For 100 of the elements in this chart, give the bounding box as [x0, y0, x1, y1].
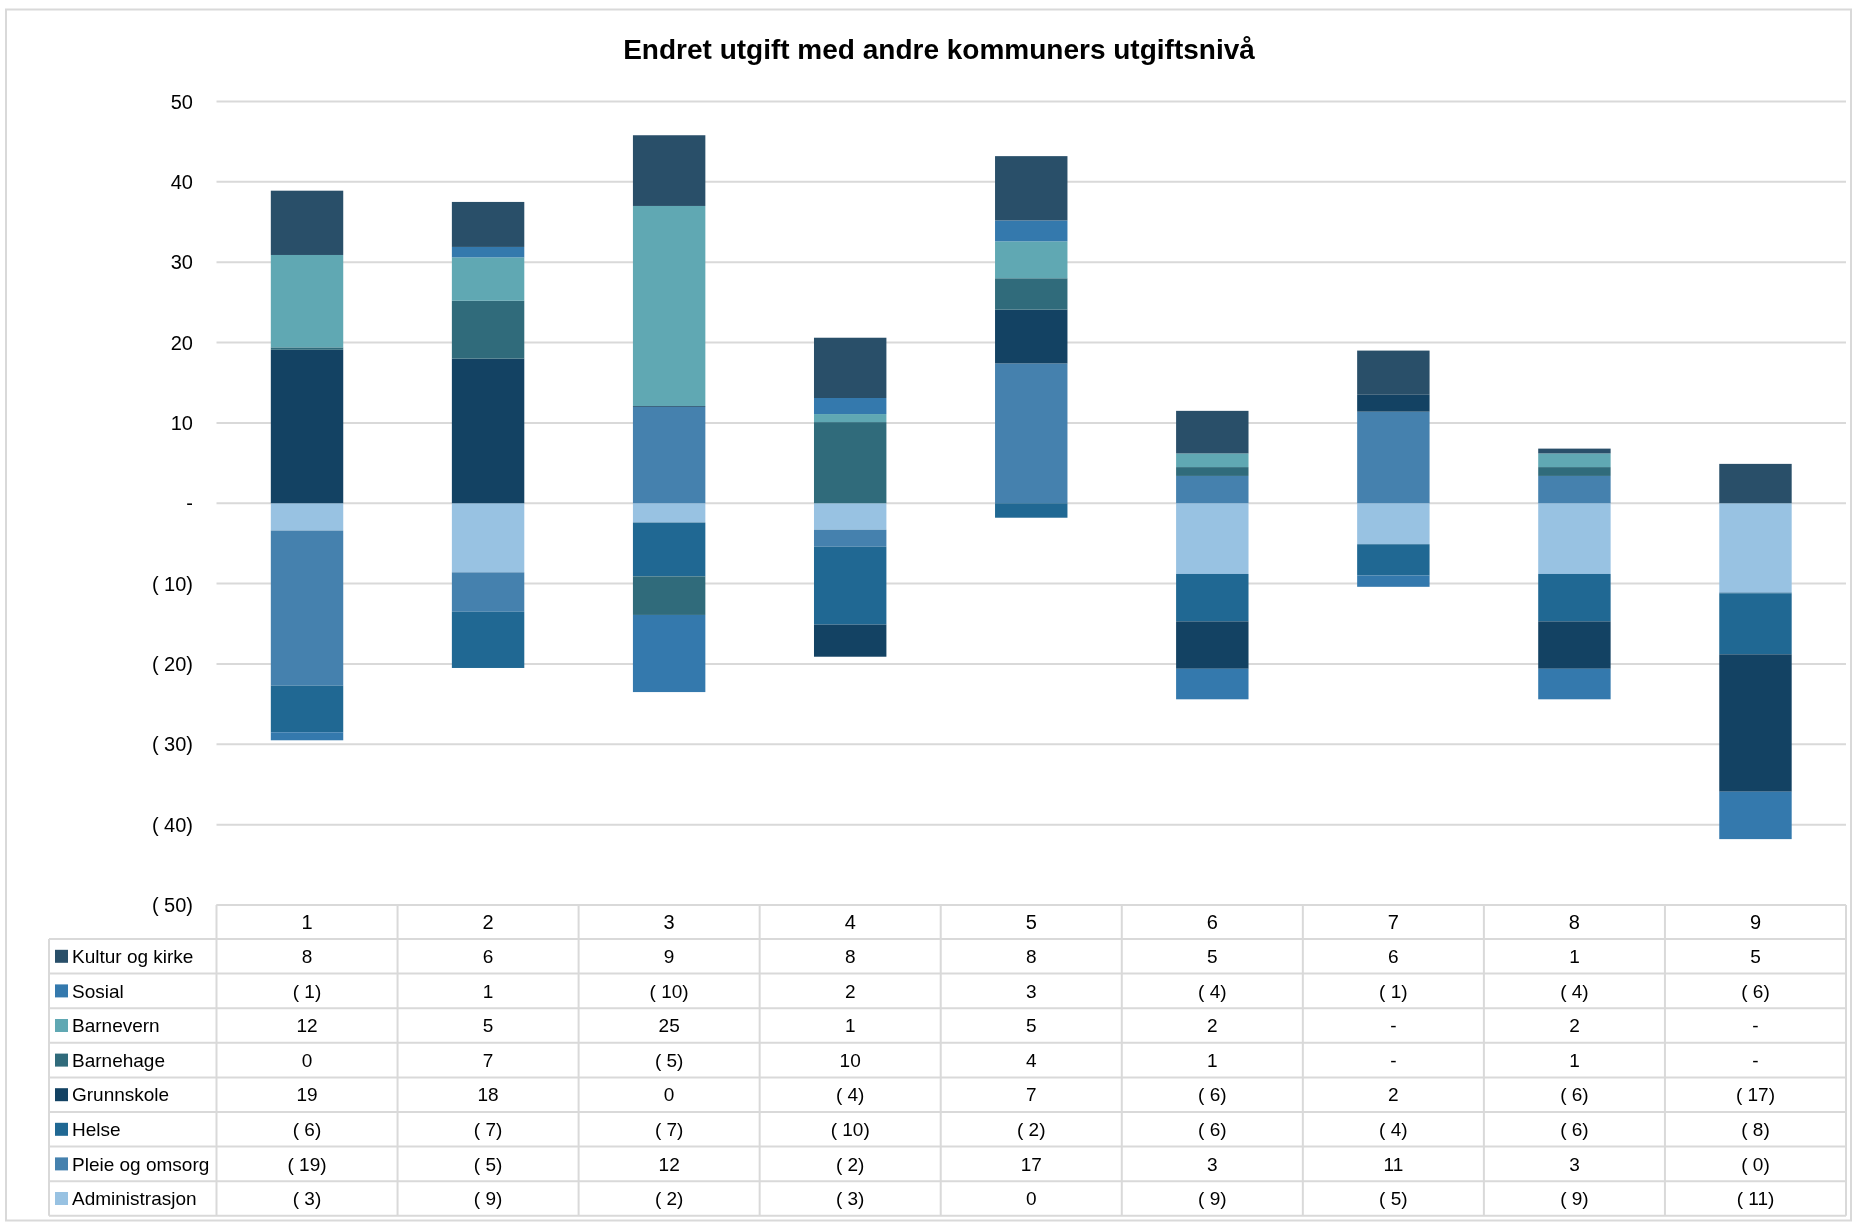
data-label: 4 [1025, 1049, 1037, 1071]
bar [1176, 453, 1249, 468]
data-label: ( 6) [1198, 1084, 1227, 1106]
bar [813, 397, 887, 415]
data-label: 1 [482, 980, 494, 1002]
bar [270, 685, 344, 733]
bar [632, 135, 706, 206]
data-label: ( 6) [1560, 1084, 1589, 1106]
data-label: 2 [844, 980, 856, 1002]
data-label: 0 [663, 1084, 675, 1106]
data-label: 6 [482, 945, 494, 967]
x-tick-label: 3 [663, 911, 675, 933]
data-label: 2 [1569, 1015, 1580, 1037]
bar [451, 572, 525, 612]
bar [813, 624, 887, 657]
bar [1719, 593, 1792, 655]
data-label: ( 10) [830, 1118, 870, 1140]
y-tick-label: 10 [170, 411, 193, 434]
data-label: 0 [1025, 1188, 1037, 1210]
bar [1538, 668, 1611, 700]
bar [1176, 668, 1249, 700]
data-label: 6 [1388, 945, 1399, 967]
bar [270, 254, 344, 348]
y-tick-label: 50 [170, 90, 193, 113]
data-label: ( 5) [473, 1153, 503, 1175]
bar [632, 576, 706, 615]
bar [1719, 503, 1792, 593]
data-label: 10 [839, 1049, 861, 1071]
data-label: 9 [663, 945, 675, 967]
data-label: ( 1) [292, 980, 322, 1002]
data-label: - [1752, 1049, 1759, 1071]
bar [1357, 503, 1430, 545]
bar [632, 614, 706, 693]
bar [451, 201, 525, 247]
bar [1357, 575, 1430, 587]
data-label: ( 10) [649, 980, 689, 1002]
bar [995, 278, 1068, 310]
data-label: 0 [301, 1049, 313, 1071]
legend-label: Kultur og kirke [72, 945, 194, 967]
data-label: ( 1) [1379, 980, 1408, 1002]
data-label: ( 5) [654, 1049, 684, 1071]
bar [1357, 350, 1430, 395]
data-label: 25 [658, 1015, 680, 1037]
data-label: 1 [844, 1015, 856, 1037]
bar [451, 503, 525, 573]
x-tick-label: 9 [1749, 911, 1762, 933]
bar [1719, 654, 1792, 792]
x-tick-label: 8 [1568, 911, 1580, 933]
y-tick-label: ( 20) [151, 652, 193, 675]
data-label: 5 [1750, 945, 1761, 967]
bar [632, 522, 706, 577]
y-tick-label: ( 40) [151, 813, 193, 836]
bar [1538, 453, 1611, 468]
bar [1176, 621, 1249, 669]
bar [1176, 503, 1249, 574]
chart-title: Endret utgift med andre kommuners utgiftsnivå [623, 34, 1256, 65]
data-label: 2 [1388, 1084, 1399, 1106]
bar [270, 347, 344, 350]
data-label: ( 4) [1379, 1118, 1408, 1140]
y-tick-label: 40 [170, 170, 193, 193]
data-label: 8 [301, 945, 313, 967]
data-label: 8 [1025, 945, 1037, 967]
bar [451, 358, 525, 504]
x-tick-label: 7 [1387, 911, 1399, 933]
bar [813, 503, 887, 530]
x-tick-label: 4 [844, 911, 856, 933]
bar [451, 257, 525, 301]
data-label: ( 2) [654, 1188, 684, 1210]
y-tick-label: - [186, 492, 193, 515]
bar [632, 406, 706, 504]
bar [632, 503, 706, 523]
bar [1538, 475, 1611, 504]
bar [270, 190, 344, 255]
data-label: 1 [1207, 1049, 1218, 1071]
x-tick-label: 5 [1025, 911, 1037, 933]
bar [1176, 467, 1249, 476]
data-label: 11 [1383, 1153, 1404, 1175]
data-label: ( 2) [1017, 1118, 1046, 1140]
data-label: ( 4) [1560, 980, 1589, 1002]
data-label: 3 [1569, 1153, 1580, 1175]
data-label: ( 4) [1198, 980, 1227, 1002]
data-label: 5 [1025, 1015, 1037, 1037]
y-tick-label: 20 [170, 331, 193, 354]
bar [995, 241, 1068, 279]
bar [1538, 621, 1611, 669]
bar [1538, 503, 1611, 574]
y-tick-label: ( 10) [151, 572, 193, 595]
data-label: ( 5) [1379, 1188, 1408, 1210]
bar [1176, 573, 1249, 622]
bar [995, 156, 1068, 221]
bar [813, 546, 887, 625]
bar [995, 309, 1068, 364]
bar [995, 220, 1068, 242]
bar [270, 349, 344, 504]
bar [1719, 791, 1792, 840]
bar [1176, 475, 1249, 504]
x-tick-label: 2 [482, 911, 494, 933]
data-label: ( 3) [292, 1188, 322, 1210]
bar [1357, 544, 1430, 576]
bar [813, 422, 887, 504]
